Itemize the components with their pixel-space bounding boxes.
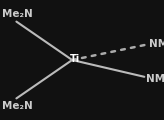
- Text: Me₂N: Me₂N: [2, 9, 32, 19]
- Text: Ti: Ti: [70, 54, 81, 64]
- Text: Me₂N: Me₂N: [2, 101, 32, 111]
- Text: NMe₂: NMe₂: [149, 39, 164, 49]
- Text: NMe₂: NMe₂: [146, 74, 164, 84]
